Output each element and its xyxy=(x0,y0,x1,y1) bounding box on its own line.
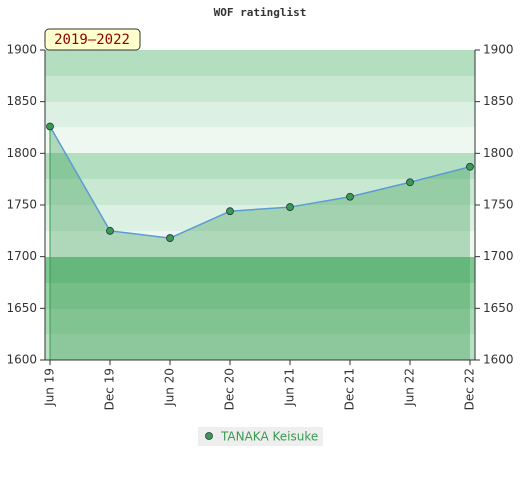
y-tick-label: 1700 xyxy=(6,249,37,263)
y-tick-label: 1900 xyxy=(6,43,37,57)
badge-box xyxy=(44,28,141,51)
band xyxy=(45,309,475,334)
y-tick-label: 1600 xyxy=(6,353,37,367)
band xyxy=(45,127,475,153)
y-tick-label: 1750 xyxy=(6,198,37,212)
badge: 2019–2022 xyxy=(54,32,130,48)
legend xyxy=(198,427,323,446)
point xyxy=(166,234,174,242)
band xyxy=(45,76,475,102)
y2-tick-label: 1900 xyxy=(483,43,514,57)
y2-tick-label: 1850 xyxy=(483,94,514,108)
y2-tick-label: 1800 xyxy=(483,146,514,160)
legend-label: TANAKA Keisuke xyxy=(220,430,318,444)
plot xyxy=(46,122,474,360)
y-tick-label: 1800 xyxy=(6,146,37,160)
band xyxy=(45,257,475,283)
background-bands xyxy=(45,50,475,360)
x-tick-label: Jun 20 xyxy=(163,368,177,407)
line xyxy=(49,126,471,239)
legend-marker xyxy=(205,432,213,440)
point xyxy=(106,226,114,235)
x-tick-label: Jun 22 xyxy=(403,368,417,407)
point xyxy=(406,178,414,187)
band xyxy=(45,102,475,127)
band xyxy=(45,334,475,360)
band xyxy=(45,153,475,179)
point xyxy=(286,203,294,211)
y-tick-label: 1850 xyxy=(6,94,37,108)
x-tick-label: Dec 21 xyxy=(343,368,357,410)
point xyxy=(466,162,474,171)
band xyxy=(45,50,475,76)
point xyxy=(46,122,54,131)
x-tick-label: Jun 19 xyxy=(43,368,57,407)
x-tick-label: Dec 20 xyxy=(223,368,237,410)
band xyxy=(45,283,475,309)
y2-tick-label: 1650 xyxy=(483,301,514,315)
y-tick-label: 1650 xyxy=(6,301,37,315)
chart-title: WOF ratinglist xyxy=(214,6,307,19)
point xyxy=(226,207,234,216)
y2-tick-label: 1750 xyxy=(483,198,514,212)
x-tick-label: Dec 22 xyxy=(463,368,477,410)
x-tick-label: Dec 19 xyxy=(103,368,117,410)
band xyxy=(45,231,475,257)
y2-tick-label: 1600 xyxy=(483,353,514,367)
x-tick-label: Jun 21 xyxy=(283,368,297,407)
point xyxy=(346,192,354,201)
y2-tick-label: 1700 xyxy=(483,249,514,263)
area xyxy=(50,126,470,360)
